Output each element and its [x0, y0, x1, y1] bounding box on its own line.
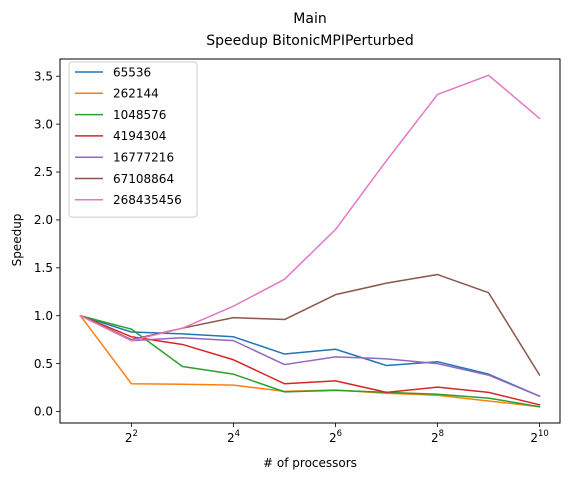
legend-label-4194304: 4194304 [113, 129, 166, 143]
plot-area: 22 24 26 28 210 0.0 0.5 1.0 1.5 2.0 2.5 3.0 3.5 [34, 58, 561, 445]
x-axis-ticks: 22 24 26 28 210 [125, 423, 549, 445]
legend-label-67108864: 67108864 [113, 172, 174, 186]
y-tick-label: 1.0 [34, 309, 53, 323]
y-axis-label: Speedup [10, 214, 24, 267]
legend-label-262144: 262144 [113, 87, 159, 101]
chart-title: Main [293, 11, 326, 27]
x-tick-label: 28 [431, 429, 444, 445]
legend-label-65536: 65536 [113, 65, 151, 79]
series-line-1048576 [79, 314, 541, 408]
y-tick-label: 3.5 [34, 69, 53, 83]
y-tick-label: 0.5 [34, 357, 53, 371]
legend-label-268435456: 268435456 [113, 193, 182, 207]
x-axis-label: # of processors [263, 456, 357, 470]
y-tick-label: 2.0 [34, 213, 53, 227]
chart-subtitle: Speedup BitonicMPIPerturbed [206, 33, 414, 49]
y-tick-label: 0.0 [34, 405, 53, 419]
y-tick-label: 2.5 [34, 165, 53, 179]
y-tick-label: 3.0 [34, 117, 53, 131]
series-line-65536 [79, 314, 541, 397]
y-tick-label: 1.5 [34, 261, 53, 275]
legend-label-16777216: 16777216 [113, 151, 174, 165]
x-tick-label: 24 [227, 429, 240, 445]
x-tick-label: 210 [530, 429, 548, 445]
x-tick-label: 22 [125, 429, 138, 445]
x-tick-label: 26 [329, 429, 342, 445]
series-line-16777216 [79, 314, 541, 397]
series-line-268435456 [79, 74, 541, 342]
series-lines [79, 74, 541, 408]
axes-frame [59, 58, 561, 424]
y-axis-ticks: 0.0 0.5 1.0 1.5 2.0 2.5 3.0 3.5 [34, 69, 60, 419]
legend-label-1048576: 1048576 [113, 108, 166, 122]
series-line-4194304 [79, 314, 541, 406]
legend: 65536 262144 1048576 4194304 16777216 6710886… [68, 61, 198, 218]
